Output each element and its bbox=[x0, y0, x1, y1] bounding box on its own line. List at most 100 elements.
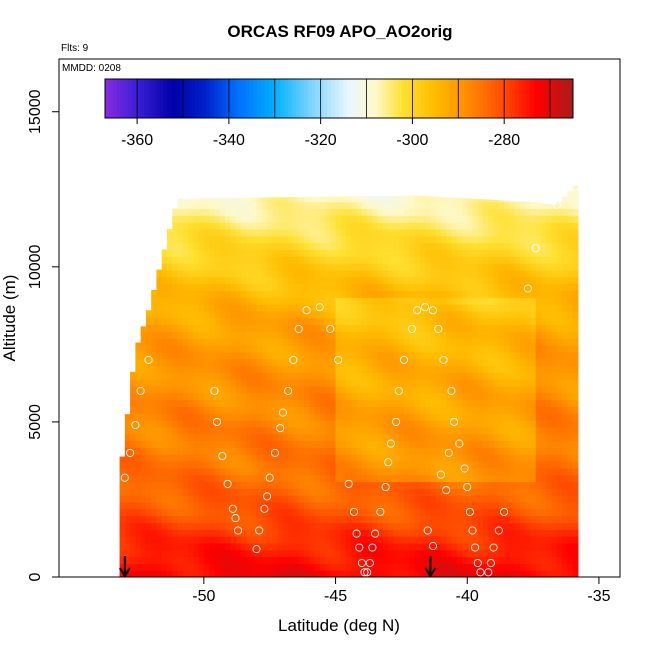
heatmap-cell bbox=[414, 413, 421, 421]
heatmap-cell bbox=[446, 351, 453, 360]
heatmap-cell bbox=[166, 256, 173, 264]
heatmap-cell bbox=[277, 283, 284, 291]
heatmap-cell bbox=[367, 529, 374, 537]
heatmap-cell bbox=[393, 242, 400, 251]
heatmap-cell bbox=[393, 563, 400, 571]
heatmap-cell bbox=[425, 304, 431, 312]
heatmap-cell bbox=[572, 338, 579, 346]
heatmap-cell bbox=[182, 276, 189, 285]
heatmap-cell bbox=[356, 358, 363, 367]
heatmap-cell bbox=[319, 406, 326, 414]
heatmap-cell bbox=[388, 529, 395, 537]
heatmap-cell bbox=[151, 440, 158, 448]
heatmap-cell bbox=[177, 467, 184, 476]
heatmap-cell bbox=[277, 467, 284, 476]
heatmap-cell bbox=[540, 522, 547, 530]
heatmap-cell bbox=[546, 317, 553, 326]
heatmap-cell bbox=[456, 433, 463, 442]
heatmap-cell bbox=[493, 440, 500, 448]
heatmap-cell bbox=[272, 351, 279, 360]
heatmap-cell bbox=[166, 229, 173, 237]
heatmap-cell bbox=[530, 495, 537, 503]
heatmap-cell bbox=[314, 481, 321, 489]
heatmap-cell bbox=[367, 570, 374, 577]
heatmap-cell bbox=[456, 365, 463, 373]
heatmap-cell bbox=[456, 495, 463, 503]
heatmap-cell bbox=[156, 310, 163, 319]
heatmap-cell bbox=[425, 481, 431, 489]
heatmap-cell bbox=[251, 338, 258, 346]
heatmap-cell bbox=[246, 338, 252, 346]
heatmap-cell bbox=[193, 331, 200, 339]
heatmap-cell bbox=[430, 406, 437, 414]
heatmap-cell bbox=[135, 372, 142, 380]
heatmap-cell bbox=[504, 228, 510, 237]
heatmap-cell bbox=[361, 201, 368, 210]
heatmap-cell bbox=[224, 522, 231, 530]
heatmap-cell bbox=[530, 297, 537, 305]
heatmap-cell bbox=[145, 515, 152, 523]
heatmap-cell bbox=[135, 379, 142, 387]
heatmap-cell bbox=[219, 304, 226, 312]
heatmap-cell bbox=[493, 426, 500, 435]
heatmap-cell bbox=[230, 392, 237, 401]
heatmap-cell bbox=[219, 508, 226, 517]
heatmap-cell bbox=[166, 392, 173, 401]
heatmap-cell bbox=[172, 222, 179, 230]
heatmap-cell bbox=[488, 269, 495, 278]
heatmap-cell bbox=[367, 351, 374, 360]
heatmap-cell bbox=[288, 406, 295, 414]
heatmap-cell bbox=[377, 324, 384, 332]
heatmap-cell bbox=[377, 310, 384, 319]
heatmap-cell bbox=[404, 297, 410, 305]
heatmap-cell bbox=[382, 297, 389, 305]
heatmap-cell bbox=[261, 365, 268, 373]
heatmap-cell bbox=[477, 413, 484, 421]
heatmap-cell bbox=[172, 426, 179, 435]
heatmap-cell bbox=[461, 406, 468, 414]
colorbar-segment bbox=[179, 79, 184, 118]
heatmap-cell bbox=[319, 515, 326, 523]
heatmap-cell bbox=[488, 433, 495, 442]
heatmap-cell bbox=[330, 515, 337, 523]
heatmap-cell bbox=[335, 467, 342, 476]
heatmap-cell bbox=[377, 549, 384, 558]
heatmap-cell bbox=[562, 222, 568, 230]
heatmap-cell bbox=[514, 276, 521, 285]
heatmap-cell bbox=[446, 242, 453, 251]
heatmap-cell bbox=[556, 413, 563, 421]
heatmap-cell bbox=[235, 317, 242, 326]
heatmap-cell bbox=[230, 406, 237, 414]
heatmap-cell bbox=[498, 488, 505, 496]
heatmap-cell bbox=[298, 385, 305, 394]
heatmap-cell bbox=[430, 447, 437, 455]
heatmap-cell bbox=[393, 447, 400, 455]
heatmap-cell bbox=[219, 208, 226, 216]
heatmap-cell bbox=[303, 215, 310, 223]
heatmap-cell bbox=[540, 426, 547, 435]
heatmap-cell bbox=[209, 263, 215, 271]
heatmap-cell bbox=[325, 549, 331, 558]
heatmap-cell bbox=[451, 460, 458, 469]
heatmap-cell bbox=[335, 563, 342, 571]
heatmap-cell bbox=[193, 317, 200, 326]
heatmap-cell bbox=[224, 426, 231, 435]
heatmap-cell bbox=[367, 256, 374, 264]
heatmap-cell bbox=[288, 317, 295, 326]
heatmap-cell bbox=[219, 365, 226, 373]
heatmap-cell bbox=[398, 529, 405, 537]
heatmap-cell bbox=[288, 242, 295, 251]
heatmap-cell bbox=[282, 433, 289, 442]
heatmap-cell bbox=[203, 297, 210, 305]
heatmap-cell bbox=[288, 372, 295, 380]
heatmap-cell bbox=[556, 447, 563, 455]
heatmap-cell bbox=[356, 276, 363, 285]
heatmap-cell bbox=[382, 426, 389, 435]
heatmap-cell bbox=[398, 215, 405, 223]
heatmap-field bbox=[119, 185, 579, 577]
heatmap-cell bbox=[188, 338, 194, 346]
heatmap-cell bbox=[325, 242, 331, 251]
heatmap-cell bbox=[514, 556, 521, 564]
heatmap-cell bbox=[572, 536, 579, 544]
heatmap-cell bbox=[551, 304, 558, 312]
